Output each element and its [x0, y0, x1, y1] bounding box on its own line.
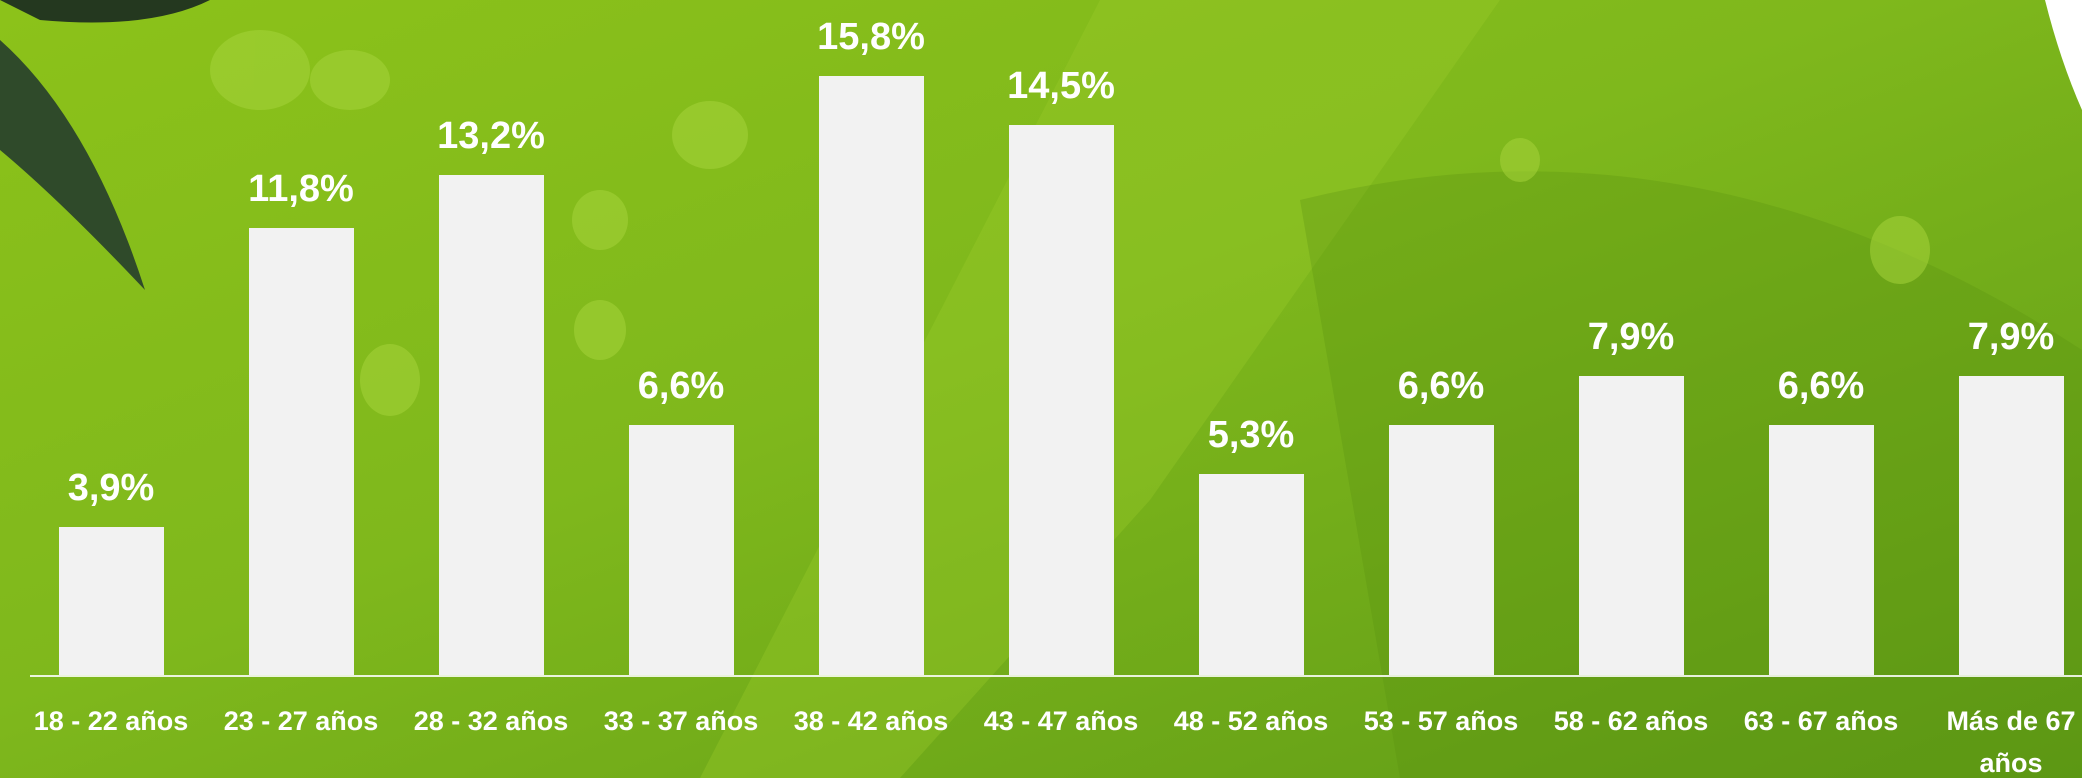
x-tick-label: 38 - 42 años	[778, 700, 964, 742]
x-tick-label: 53 - 57 años	[1348, 700, 1534, 742]
x-tick-label: 43 - 47 años	[968, 700, 1154, 742]
x-tick-label: 58 - 62 años	[1538, 700, 1724, 742]
value-label: 5,3%	[1156, 414, 1346, 457]
value-label: 7,9%	[1536, 316, 1726, 359]
x-tick-label: 28 - 32 años	[398, 700, 584, 742]
bar	[1389, 425, 1494, 675]
value-label: 3,9%	[16, 467, 206, 510]
value-label: 15,8%	[776, 16, 966, 59]
value-label: 11,8%	[206, 168, 396, 211]
x-tick-label: Más de 67 años	[1918, 700, 2082, 778]
x-tick-label: 63 - 67 años	[1728, 700, 1914, 742]
value-label: 13,2%	[396, 115, 586, 158]
value-label: 6,6%	[586, 365, 776, 408]
x-tick-label: 23 - 27 años	[208, 700, 394, 742]
x-tick-label: 48 - 52 años	[1158, 700, 1344, 742]
page: {"chart_data": {"type": "bar", "categori…	[0, 0, 2082, 778]
value-label: 7,9%	[1916, 316, 2082, 359]
bar	[439, 175, 544, 675]
bar	[1199, 474, 1304, 675]
bar	[1959, 376, 2064, 676]
value-label: 6,6%	[1726, 365, 1916, 408]
bar	[1009, 125, 1114, 675]
value-label: 6,6%	[1346, 365, 1536, 408]
chart: 3,9% 18 - 22 años 11,8% 23 - 27 años 13,2% 28…	[0, 0, 2082, 778]
baseline	[30, 675, 2082, 677]
x-tick-label: 33 - 37 años	[588, 700, 774, 742]
bar	[59, 527, 164, 675]
bar	[629, 425, 734, 675]
value-label: 14,5%	[966, 65, 1156, 108]
x-tick-label: 18 - 22 años	[18, 700, 204, 742]
bar	[1579, 376, 1684, 676]
bar	[1769, 425, 1874, 675]
bar	[249, 228, 354, 675]
bar	[819, 76, 924, 675]
